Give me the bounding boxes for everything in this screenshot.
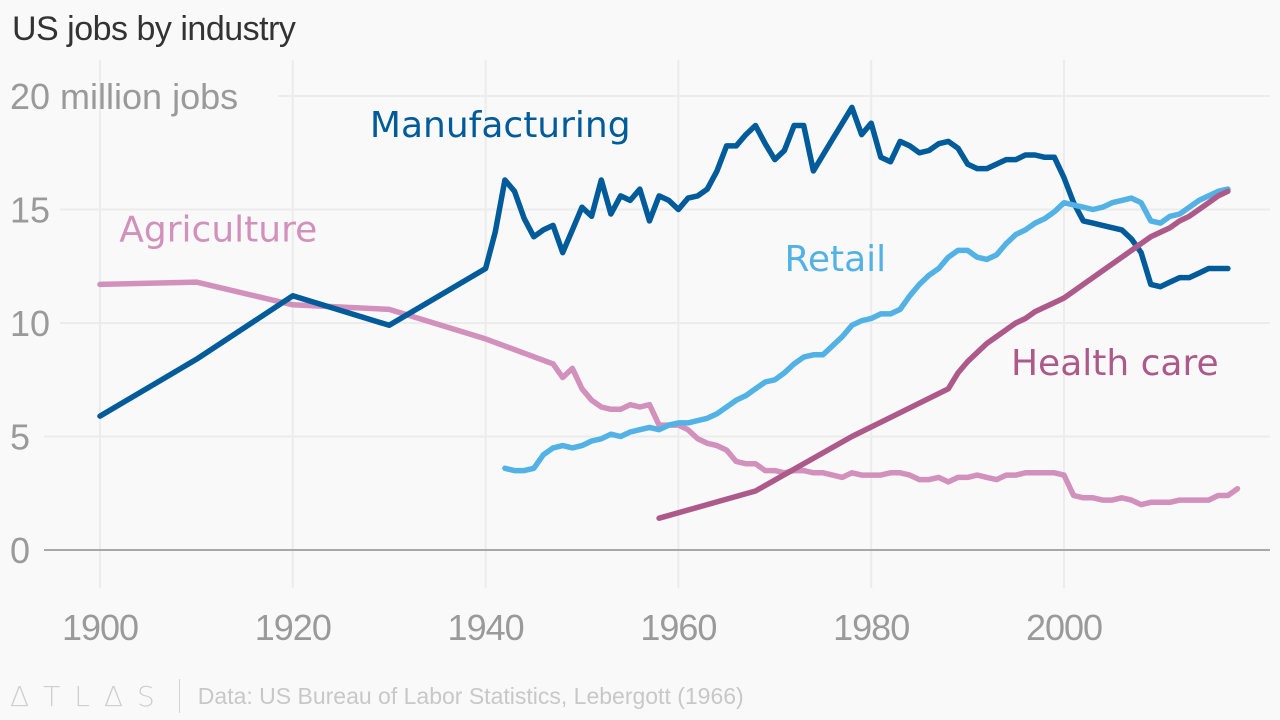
- series-label-retail: Retail: [784, 239, 886, 280]
- x-tick-label: 1940: [448, 607, 524, 648]
- series-line-agriculture: [97, 279, 1241, 508]
- y-tick-label: 20 million jobs: [10, 76, 238, 117]
- series-line-manufacturing: [97, 104, 1231, 419]
- x-axis-ticks: 1900 1920 1940 1960 1980 2000: [62, 607, 1103, 648]
- x-tick-label: 1980: [833, 607, 909, 648]
- series-labels: Agriculture Manufacturing Retail Health car…: [119, 105, 1218, 384]
- x-tick-label: 1960: [640, 607, 716, 648]
- x-tick-label: 1920: [255, 607, 331, 648]
- series-label-health-care: Health care: [1011, 343, 1219, 384]
- source-note: Data: US Bureau of Labor Statistics, Leb…: [197, 682, 744, 709]
- footer: ΔTLΔS Data: US Bureau of Labor Statistic…: [10, 678, 744, 714]
- y-tick-label: 5: [10, 417, 30, 458]
- series-label-manufacturing: Manufacturing: [370, 105, 631, 146]
- y-tick-label: 10: [10, 303, 50, 344]
- chart-title: US jobs by industry: [12, 10, 296, 48]
- x-tick-label: 1900: [62, 607, 138, 648]
- series-line-retail: [502, 186, 1231, 474]
- series-lines: [97, 104, 1241, 521]
- gridlines: [44, 60, 1270, 588]
- footer-divider: [178, 679, 180, 713]
- series-line-health-care: [656, 188, 1231, 521]
- y-tick-label: 15: [10, 190, 50, 231]
- x-tick-label: 2000: [1026, 607, 1102, 648]
- y-tick-label: 0: [10, 530, 30, 571]
- atlas-logo: ΔTLΔS: [10, 679, 169, 713]
- y-axis-ticks: 0 5 10 15 20 million jobs: [10, 76, 238, 571]
- series-label-agriculture: Agriculture: [119, 209, 317, 250]
